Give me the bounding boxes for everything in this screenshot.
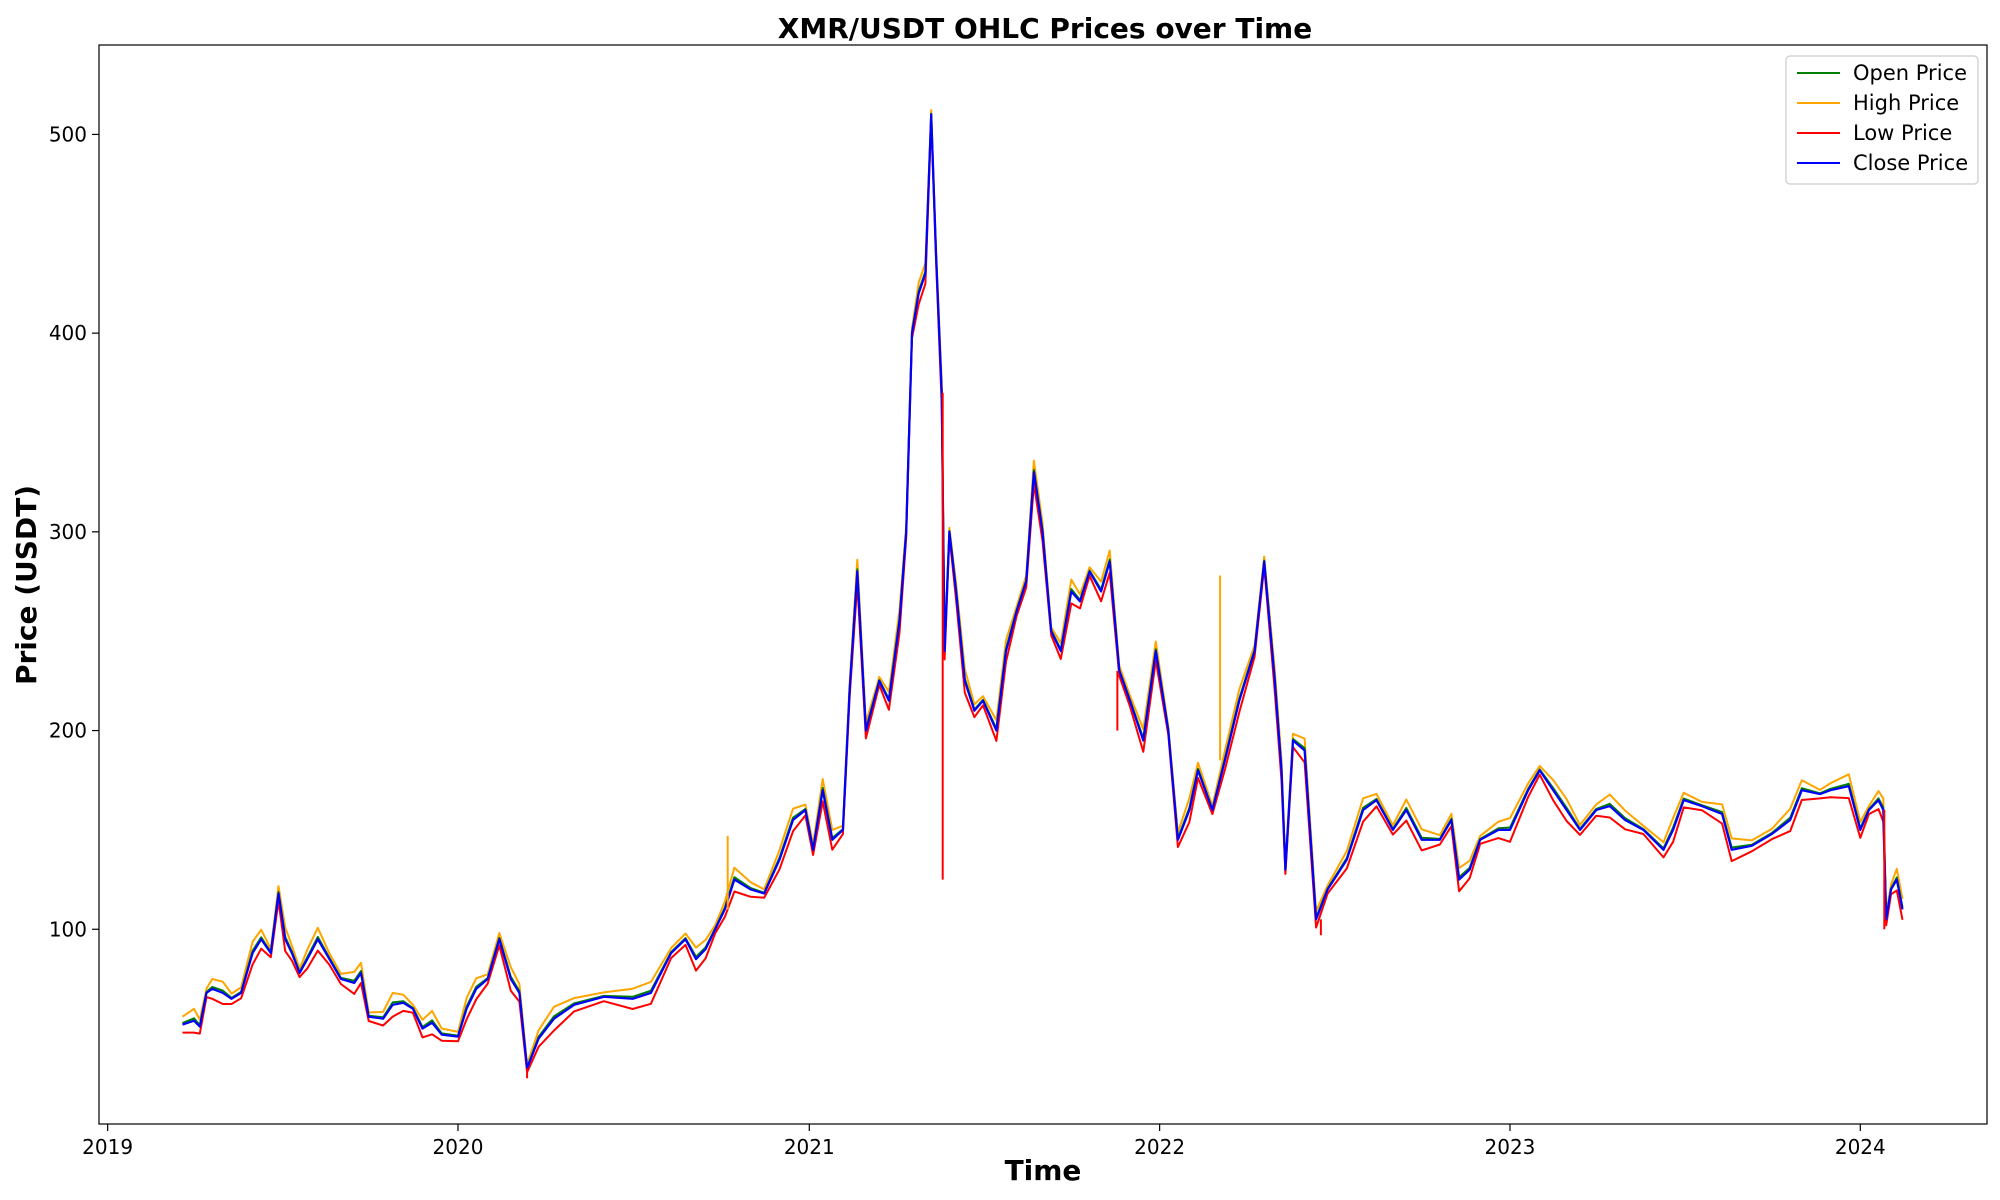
legend-label-2: Low Price xyxy=(1853,121,1952,145)
x-tick-label-2022: 2022 xyxy=(1134,1135,1185,1159)
legend-frame xyxy=(1785,55,1979,185)
series-close-price xyxy=(182,113,1904,1070)
legend: Open Price High Price Low Price Close Price xyxy=(1785,55,1979,185)
x-tick-label-2019: 2019 xyxy=(82,1135,133,1159)
y-tick-label-100: 100 xyxy=(49,917,87,941)
x-axis-label: Time xyxy=(1005,1154,1082,1187)
chart-title: XMR/USDT OHLC Prices over Time xyxy=(778,12,1312,45)
series-layer xyxy=(181,109,1904,1079)
x-tick-label-2021: 2021 xyxy=(784,1135,835,1159)
x-tick-label-2020: 2020 xyxy=(433,1135,484,1159)
y-axis-label: Price (USDT) xyxy=(10,485,43,685)
legend-label-3: Close Price xyxy=(1853,151,1968,175)
y-tick-label-400: 400 xyxy=(49,321,87,345)
y-tick-label-500: 500 xyxy=(49,122,87,146)
y-tick-label-200: 200 xyxy=(49,719,87,743)
series-high-price xyxy=(181,109,1904,1066)
x-tick-label-2024: 2024 xyxy=(1835,1135,1886,1159)
y-axis-ticks: 100 200 300 400 500 xyxy=(49,122,99,941)
series-low-price xyxy=(182,118,1904,1074)
plot-area xyxy=(98,44,1988,1125)
y-tick-label-300: 300 xyxy=(49,520,87,544)
x-tick-label-2023: 2023 xyxy=(1485,1135,1536,1159)
legend-label-1: High Price xyxy=(1853,91,1959,115)
x-axis-ticks: 2019 2020 2021 2022 2023 2024 xyxy=(82,1124,1886,1159)
legend-label-0: Open Price xyxy=(1853,61,1967,85)
